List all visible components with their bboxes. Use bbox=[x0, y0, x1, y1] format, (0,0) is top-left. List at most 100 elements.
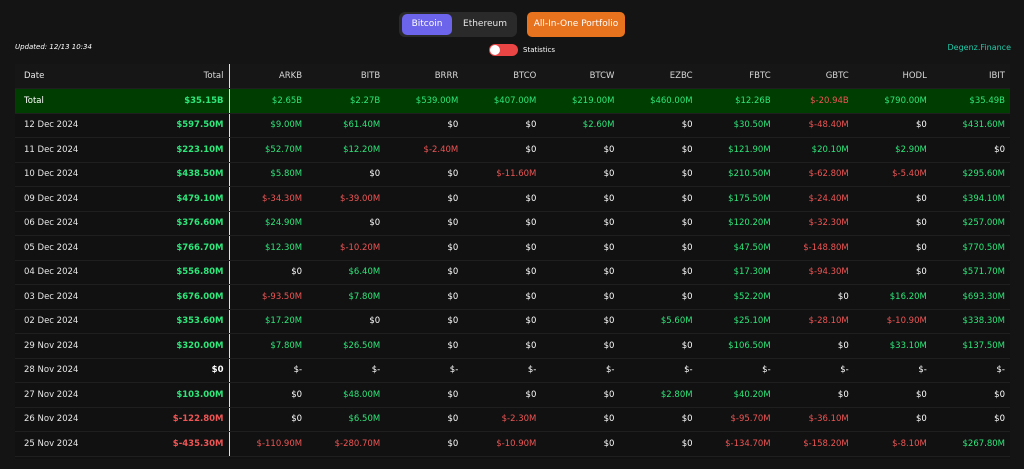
value-cell: $431.60M bbox=[931, 113, 1010, 138]
date-cell: 03 Dec 2024 bbox=[15, 284, 109, 310]
brand-link[interactable]: Degenz.Finance bbox=[947, 43, 1012, 52]
column-header-date: Date bbox=[15, 64, 109, 89]
value-cell: $5.60M bbox=[619, 309, 698, 334]
value-cell: $407.00M bbox=[463, 88, 542, 114]
value-cell: $0 bbox=[541, 211, 620, 236]
value-cell: $2.90M bbox=[853, 137, 932, 163]
value-cell: $0 bbox=[109, 358, 230, 383]
value-cell: $-10.20M bbox=[307, 235, 386, 261]
value-cell: $- bbox=[775, 358, 854, 383]
value-cell: $0 bbox=[463, 137, 542, 163]
date-cell: 11 Dec 2024 bbox=[15, 137, 109, 163]
date-cell: 12 Dec 2024 bbox=[15, 113, 109, 138]
value-cell: $0 bbox=[775, 333, 854, 359]
value-cell: $0 bbox=[385, 333, 464, 359]
value-cell: $438.50M bbox=[109, 162, 230, 187]
value-cell: $0 bbox=[385, 211, 464, 236]
value-cell: $0 bbox=[541, 186, 620, 212]
all-in-one-portfolio-button[interactable]: All-In-One Portfolio bbox=[527, 12, 625, 37]
value-cell: $0 bbox=[853, 211, 932, 236]
value-cell: $-34.30M bbox=[229, 186, 308, 212]
table-row: 11 Dec 2024 $223.10M $52.70M $12.20M $-2.40M… bbox=[15, 137, 1010, 163]
value-cell: $-110.90M bbox=[229, 431, 308, 457]
value-cell: $20.10M bbox=[775, 137, 854, 163]
column-header-brrr: BRRR bbox=[385, 64, 464, 89]
value-cell: $-8.10M bbox=[853, 431, 932, 457]
value-cell: $295.60M bbox=[931, 162, 1010, 187]
value-cell: $0 bbox=[853, 260, 932, 285]
value-cell: $-24.40M bbox=[775, 186, 854, 212]
updated-timestamp: Updated: 12/13 10:34 bbox=[15, 43, 92, 51]
value-cell: $2.80M bbox=[619, 382, 698, 408]
value-cell: $460.00M bbox=[619, 88, 698, 114]
value-cell: $0 bbox=[619, 162, 698, 187]
value-cell: $0 bbox=[619, 333, 698, 359]
value-cell: $0 bbox=[385, 431, 464, 457]
tab-ethereum[interactable]: Ethereum bbox=[463, 19, 507, 29]
value-cell: $0 bbox=[541, 235, 620, 261]
value-cell: $-48.40M bbox=[775, 113, 854, 138]
total-row: Total $35.15B $2.65B $2.27B $539.00M $407.00M… bbox=[15, 88, 1010, 114]
value-cell: $12.30M bbox=[229, 235, 308, 261]
value-cell: $-32.30M bbox=[775, 211, 854, 236]
date-cell: Total bbox=[15, 88, 109, 114]
value-cell: $0 bbox=[931, 407, 1010, 432]
value-cell: $-39.00M bbox=[307, 186, 386, 212]
value-cell: $-95.70M bbox=[697, 407, 776, 432]
value-cell: $61.40M bbox=[307, 113, 386, 138]
value-cell: $- bbox=[619, 358, 698, 383]
etf-flows-table: Date Total ARKB BITB BRRR BTCO BTCW EZBC FBTC GBT… bbox=[15, 64, 1010, 459]
column-header-bitb: BITB bbox=[307, 64, 386, 89]
value-cell: $- bbox=[931, 358, 1010, 383]
value-cell: $0 bbox=[541, 309, 620, 334]
date-cell: 28 Nov 2024 bbox=[15, 358, 109, 383]
value-cell: $0 bbox=[541, 333, 620, 359]
value-cell: $0 bbox=[931, 137, 1010, 163]
value-cell: $219.00M bbox=[541, 88, 620, 114]
date-cell: 06 Dec 2024 bbox=[15, 211, 109, 236]
value-cell: $- bbox=[463, 358, 542, 383]
value-cell: $571.70M bbox=[931, 260, 1010, 285]
column-header-arkb: ARKB bbox=[229, 64, 308, 89]
table-row: 03 Dec 2024 $676.00M $-93.50M $7.80M $0 $0 $0 $… bbox=[15, 284, 1010, 310]
tab-bitcoin[interactable]: Bitcoin bbox=[402, 14, 452, 35]
value-cell: $52.20M bbox=[697, 284, 776, 310]
table-row: 02 Dec 2024 $353.60M $17.20M $0 $0 $0 $0 $5.60M… bbox=[15, 309, 1010, 334]
value-cell: $693.30M bbox=[931, 284, 1010, 310]
value-cell: $0 bbox=[775, 284, 854, 310]
table-row: 10 Dec 2024 $438.50M $5.80M $0 $0 $-11.60M $0 $… bbox=[15, 162, 1010, 187]
value-cell: $106.50M bbox=[697, 333, 776, 359]
statistics-switch[interactable] bbox=[489, 44, 518, 56]
value-cell: $338.30M bbox=[931, 309, 1010, 334]
value-cell: $210.50M bbox=[697, 162, 776, 187]
value-cell: $0 bbox=[229, 260, 308, 285]
value-cell: $0 bbox=[385, 407, 464, 432]
value-cell: $0 bbox=[307, 309, 386, 334]
value-cell: $26.50M bbox=[307, 333, 386, 359]
value-cell: $0 bbox=[463, 333, 542, 359]
value-cell: $0 bbox=[853, 382, 932, 408]
value-cell: $0 bbox=[619, 235, 698, 261]
value-cell: $267.80M bbox=[931, 431, 1010, 457]
date-cell: 02 Dec 2024 bbox=[15, 309, 109, 334]
value-cell: $353.60M bbox=[109, 309, 230, 334]
value-cell: $0 bbox=[541, 284, 620, 310]
value-cell: $0 bbox=[385, 162, 464, 187]
value-cell: $0 bbox=[385, 186, 464, 212]
value-cell: $-158.20M bbox=[775, 431, 854, 457]
value-cell: $-122.80M bbox=[109, 407, 230, 432]
value-cell: $0 bbox=[229, 407, 308, 432]
value-cell: $-2.30M bbox=[463, 407, 542, 432]
value-cell: $790.00M bbox=[853, 88, 932, 114]
value-cell: $597.50M bbox=[109, 113, 230, 138]
value-cell: $0 bbox=[541, 260, 620, 285]
value-cell: $320.00M bbox=[109, 333, 230, 359]
value-cell: $0 bbox=[307, 211, 386, 236]
value-cell: $0 bbox=[619, 137, 698, 163]
table-row: 05 Dec 2024 $766.70M $12.30M $-10.20M $0 $0 $0… bbox=[15, 235, 1010, 261]
value-cell: $121.90M bbox=[697, 137, 776, 163]
value-cell: $-94.30M bbox=[775, 260, 854, 285]
date-cell: 05 Dec 2024 bbox=[15, 235, 109, 261]
column-header-fbtc: FBTC bbox=[697, 64, 776, 89]
value-cell: $0 bbox=[853, 235, 932, 261]
